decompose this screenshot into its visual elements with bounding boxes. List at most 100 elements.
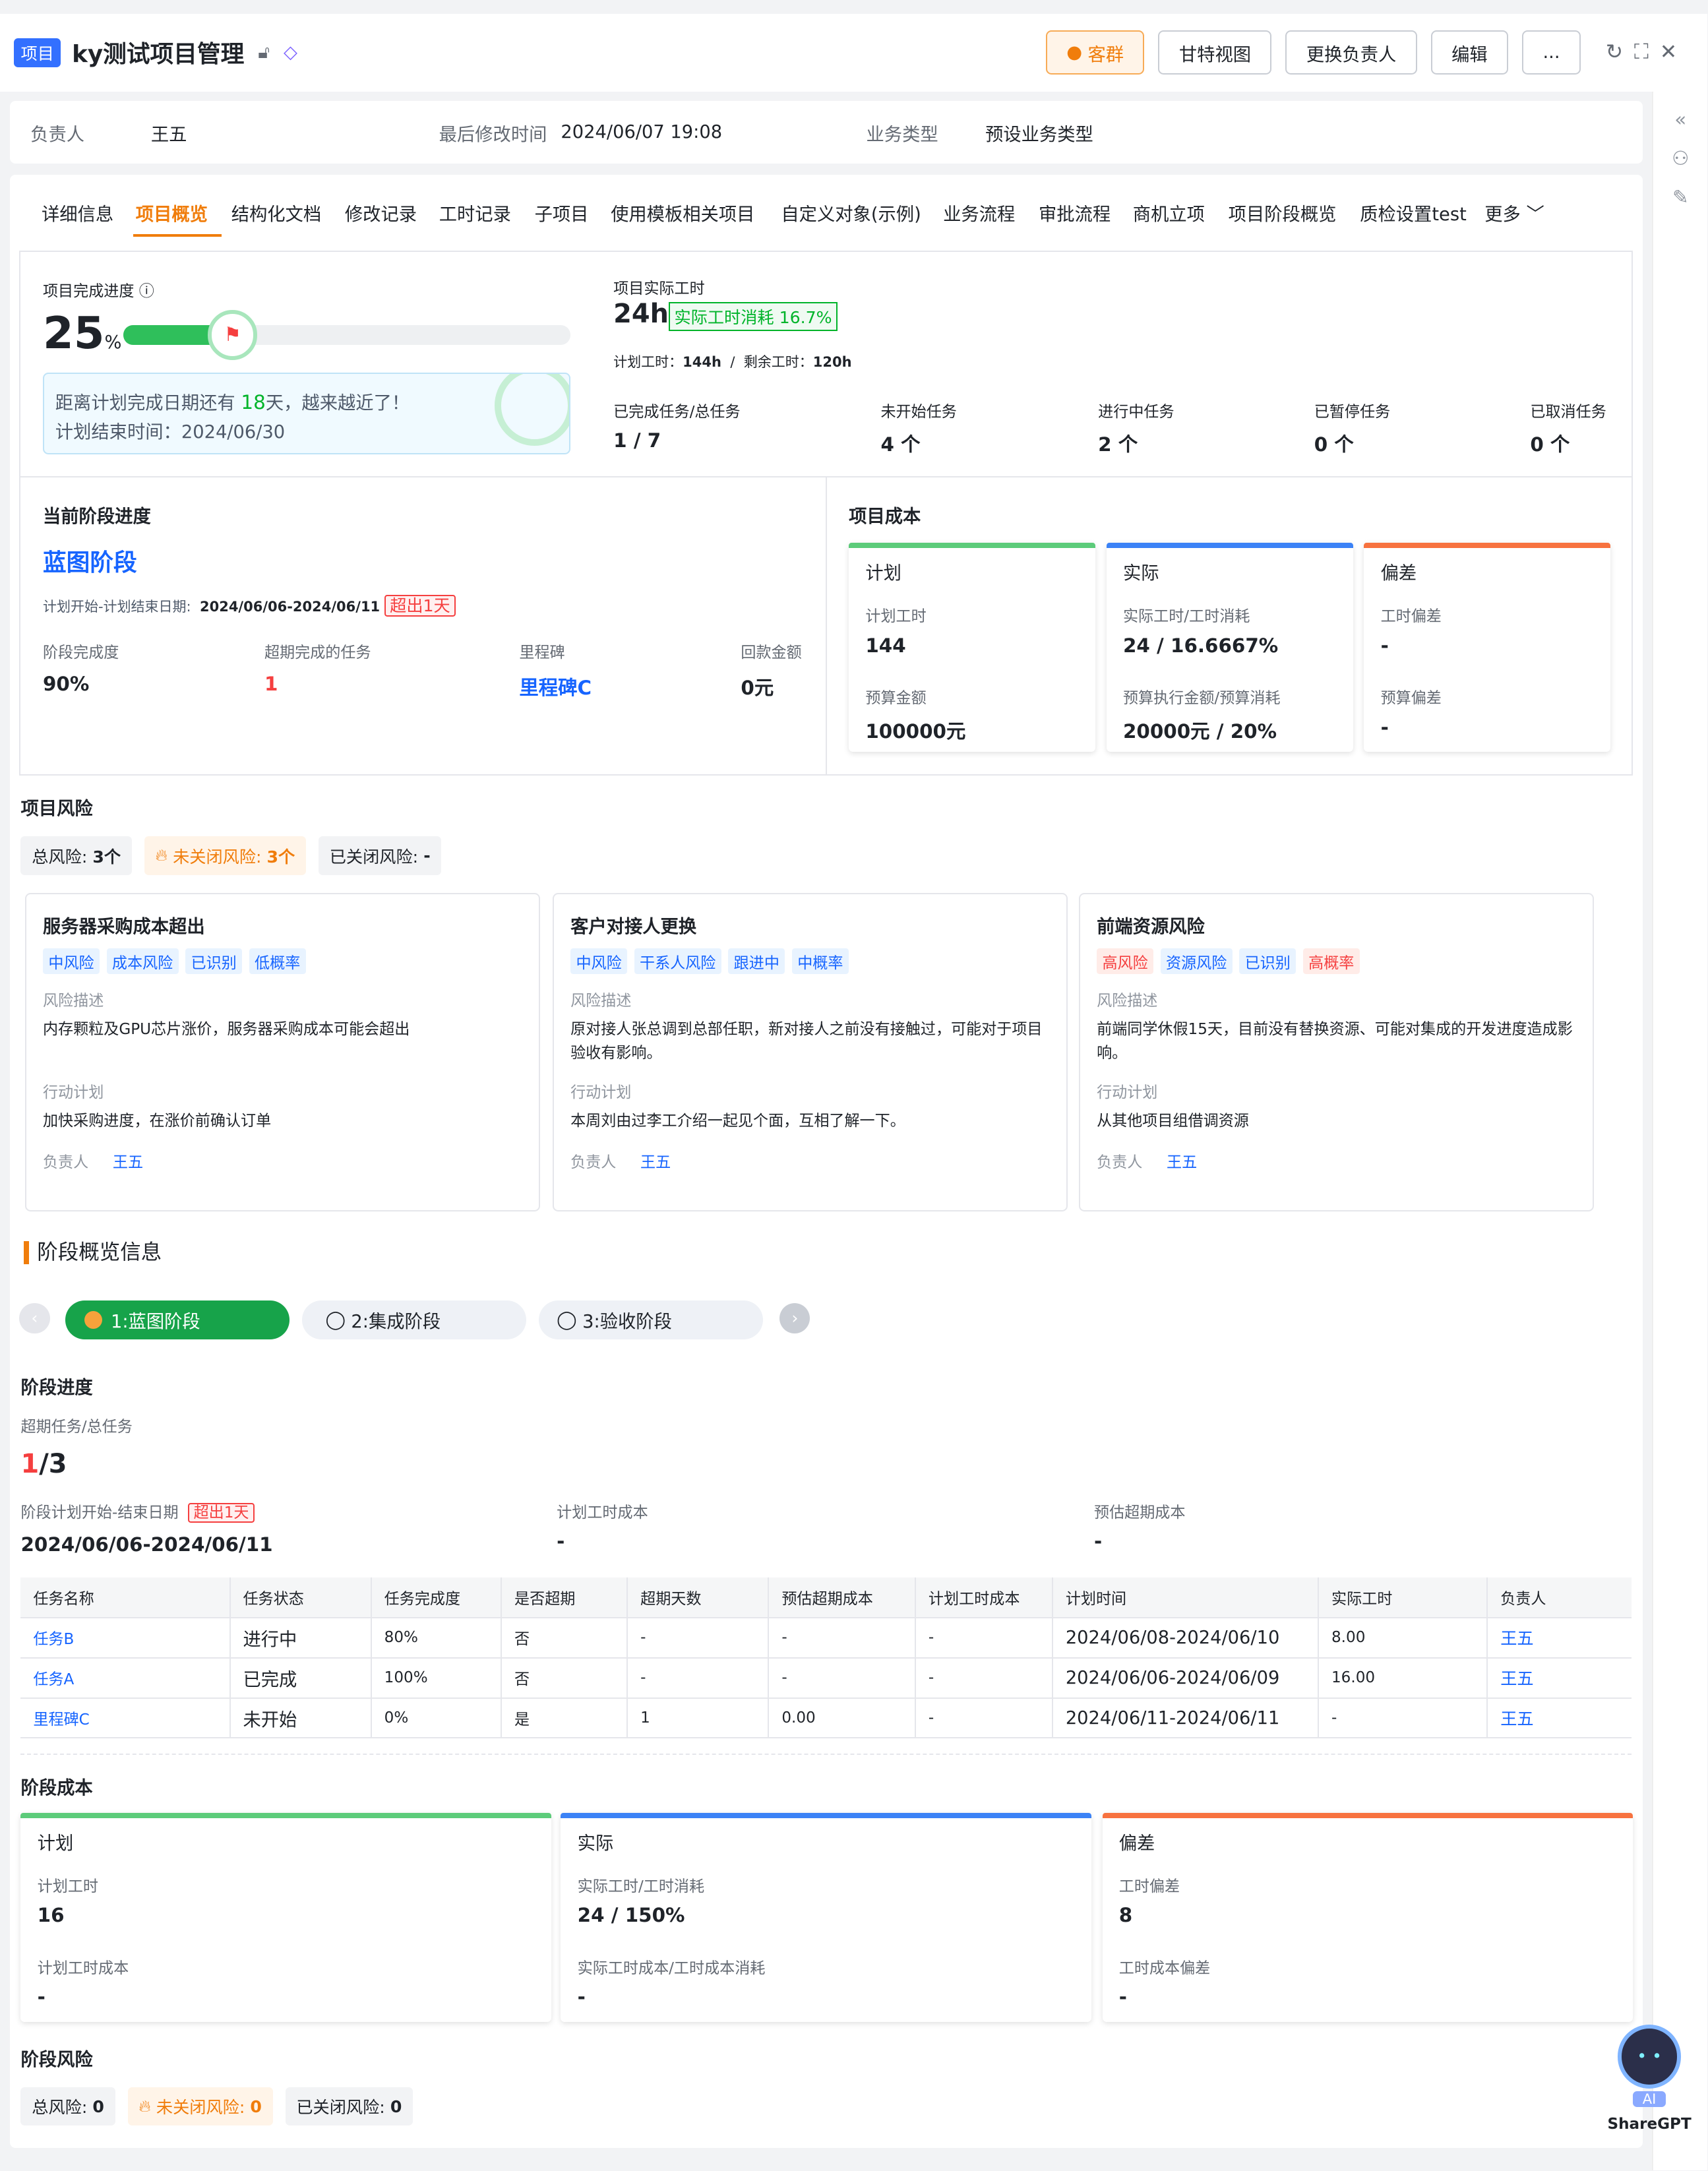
risk-owner-link[interactable]: 王五 bbox=[640, 1153, 671, 1171]
refresh-icon[interactable]: ↻ bbox=[1605, 40, 1624, 65]
col-header[interactable]: 预估超期成本 bbox=[768, 1577, 917, 1618]
task-name-link[interactable]: 任务B bbox=[20, 1617, 231, 1659]
collapse-icon[interactable]: « bbox=[1674, 107, 1687, 131]
tab-change-log[interactable]: 修改记录 bbox=[344, 204, 417, 226]
col-header[interactable]: 是否超期 bbox=[501, 1577, 628, 1618]
stage-risk-closed[interactable]: 已关闭风险: 0 bbox=[285, 2087, 413, 2126]
more-button[interactable]: ... bbox=[1522, 30, 1581, 75]
fullscreen-icon[interactable]: ⛶ bbox=[1633, 40, 1649, 65]
risk-plan-label: 行动计划 bbox=[42, 1084, 104, 1101]
tab-overview[interactable]: 项目概览 bbox=[135, 204, 208, 226]
modified-label: 最后修改时间 bbox=[439, 124, 547, 145]
risk-tags: 中风险 干系人风险 跟进中 中概率 bbox=[570, 948, 1050, 974]
ai-assistant-button[interactable]: • • AI ShareGPT bbox=[1604, 2025, 1695, 2149]
stage-date-over-badge: 超出1天 bbox=[188, 1503, 255, 1523]
card-value-2: 20000元 / 20% bbox=[1122, 719, 1277, 743]
risk-owner: 负责人 王五 bbox=[43, 1149, 143, 1172]
project-cost-box: 项目成本 计划 计划工时 144 预算金额 100000元 实际 实际工时/工时… bbox=[825, 476, 1633, 776]
next-stage-icon[interactable]: › bbox=[779, 1303, 810, 1334]
col-header[interactable]: 任务名称 bbox=[20, 1577, 231, 1618]
progress-label: 项目完成进度 ⓘ bbox=[43, 278, 154, 301]
risk-desc-label: 风险描述 bbox=[1097, 992, 1158, 1010]
gantt-view-button[interactable]: 甘特视图 bbox=[1158, 30, 1272, 75]
stage-cost-title: 阶段成本 bbox=[20, 1777, 93, 1798]
card-title: 偏差 bbox=[1118, 1833, 1155, 1854]
project-cost-deviation-card: 偏差 工时偏差 - 预算偏差 - bbox=[1364, 543, 1611, 752]
risk-open[interactable]: 🔥︎ 未关闭风险: 3个 bbox=[144, 836, 307, 876]
card-label-2: 工时成本偏差 bbox=[1118, 1960, 1211, 1978]
task-plan-time: 2024/06/11-2024/06/11 bbox=[1052, 1697, 1320, 1739]
risk-card[interactable]: 服务器采购成本超出 中风险 成本风险 已识别 低概率 风险描述 内存颗粒及GPU… bbox=[24, 893, 540, 1212]
stage-pill[interactable]: ◯ 2:集成阶段 bbox=[301, 1300, 526, 1339]
col-header[interactable]: 计划时间 bbox=[1052, 1577, 1320, 1618]
stage-cost-deviation-card: 偏差 工时偏差 8 工时成本偏差 - bbox=[1102, 1812, 1633, 2022]
risk-open-value: 3个 bbox=[266, 847, 295, 867]
col-header[interactable]: 计划工时成本 bbox=[915, 1577, 1053, 1618]
tab-custom-object[interactable]: 自定义对象(示例) bbox=[781, 204, 921, 226]
risk-card[interactable]: 前端资源风险 高风险 资源风险 已识别 高概率 风险描述 前端同学休假15天，目… bbox=[1078, 893, 1595, 1212]
tab-approval-flow[interactable]: 审批流程 bbox=[1038, 204, 1111, 226]
risk-owner-link[interactable]: 王五 bbox=[112, 1153, 144, 1171]
table-row[interactable]: 任务A 已完成 100% 否 - - - 2024/06/06-2024/06/… bbox=[20, 1657, 1632, 1699]
stage-name[interactable]: 蓝图阶段 bbox=[42, 549, 137, 577]
prev-stage-icon[interactable]: ‹ bbox=[19, 1303, 50, 1334]
tab-template-projects[interactable]: 使用模板相关项目 bbox=[611, 204, 755, 226]
stage-overdue-value: 1 bbox=[264, 673, 278, 696]
col-header[interactable]: 任务状态 bbox=[229, 1577, 372, 1618]
table-header-row: 任务名称 任务状态 任务完成度 是否超期 超期天数 预估超期成本 计划工时成本 … bbox=[20, 1577, 1632, 1618]
risk-plan: 本周刘由过李工介绍一起见个面，互相了解一下。 bbox=[570, 1113, 905, 1130]
col-header[interactable]: 实际工时 bbox=[1318, 1577, 1488, 1618]
col-header[interactable]: 超期天数 bbox=[627, 1577, 770, 1618]
task-name-link[interactable]: 里程碑C bbox=[20, 1697, 231, 1739]
risk-closed[interactable]: 已关闭风险: - bbox=[318, 836, 442, 876]
task-owner-link[interactable]: 王五 bbox=[1487, 1657, 1632, 1699]
col-header[interactable]: 负责人 bbox=[1487, 1577, 1632, 1618]
stage-pill-active[interactable]: 1:蓝图阶段 bbox=[65, 1300, 290, 1339]
table-row[interactable]: 里程碑C 未开始 0% 是 1 0.00 - 2024/06/11-2024/0… bbox=[20, 1697, 1632, 1739]
table-row[interactable]: 任务B 进行中 80% 否 - - - 2024/06/08-2024/06/1… bbox=[20, 1617, 1632, 1659]
card-value-2: - bbox=[1118, 1986, 1127, 2009]
note-edit-icon[interactable]: ✎ bbox=[1672, 186, 1689, 209]
milestone-link[interactable]: 里程碑C bbox=[519, 677, 592, 700]
tab-qc-settings[interactable]: 质检设置test bbox=[1360, 204, 1467, 226]
tab-details[interactable]: 详细信息 bbox=[41, 204, 114, 226]
stage-risk-open[interactable]: 🔥︎ 未关闭风险: 0 bbox=[127, 2087, 273, 2126]
risk-card[interactable]: 客户对接人更换 中风险 干系人风险 跟进中 中概率 风险描述 原对接人张总调到总… bbox=[552, 893, 1068, 1212]
tab-worklog[interactable]: 工时记录 bbox=[439, 204, 511, 226]
progress-percent-unit: % bbox=[104, 332, 122, 353]
risk-tag: 资源风险 bbox=[1160, 948, 1233, 974]
card-title: 计划 bbox=[865, 563, 901, 584]
risk-total[interactable]: 总风险: 3个 bbox=[20, 836, 132, 876]
risk-tag: 中风险 bbox=[570, 948, 628, 974]
task-owner-link[interactable]: 王五 bbox=[1487, 1617, 1632, 1659]
edit-button[interactable]: 编辑 bbox=[1430, 30, 1509, 75]
close-icon[interactable]: ✕ bbox=[1659, 40, 1678, 65]
stage-risk-total[interactable]: 总风险: 0 bbox=[20, 2087, 115, 2126]
card-label-1: 工时偏差 bbox=[1118, 1878, 1180, 1896]
end-date-line: 计划结束时间：2024/06/30 bbox=[55, 418, 559, 447]
tab-structured-doc[interactable]: 结构化文档 bbox=[231, 204, 322, 226]
fire-icon: 🔥︎ bbox=[138, 2096, 151, 2116]
tab-stage-overview[interactable]: 项目阶段概览 bbox=[1228, 204, 1337, 226]
risk-owner-link[interactable]: 王五 bbox=[1167, 1153, 1198, 1171]
stage-dates-label: 计划开始-计划结束日期: bbox=[42, 598, 191, 615]
project-cost-plan-card: 计划 计划工时 144 预算金额 100000元 bbox=[849, 543, 1095, 752]
tab-opportunity[interactable]: 商机立项 bbox=[1132, 204, 1205, 226]
lock-icon[interactable]: 🔓︎ bbox=[258, 42, 270, 63]
tab-business-flow[interactable]: 业务流程 bbox=[943, 204, 1016, 226]
members-icon[interactable]: ⚇ bbox=[1672, 146, 1690, 169]
col-header[interactable]: 任务完成度 bbox=[371, 1577, 503, 1618]
task-owner-link[interactable]: 王五 bbox=[1487, 1697, 1632, 1739]
payback-label: 回款金额 bbox=[741, 644, 802, 662]
help-icon[interactable]: ⓘ bbox=[138, 282, 154, 300]
plan-hours-label: 计划工时： bbox=[613, 354, 683, 371]
task-name-link[interactable]: 任务A bbox=[20, 1657, 231, 1699]
customer-group-button[interactable]: ● 客群 bbox=[1045, 30, 1145, 75]
stage-pill[interactable]: ◯ 3:验收阶段 bbox=[538, 1300, 764, 1339]
change-owner-button[interactable]: 更换负责人 bbox=[1285, 30, 1417, 75]
stage-overdue-label: 超期完成的任务 bbox=[264, 644, 371, 662]
tag-icon[interactable]: ◇ bbox=[284, 42, 297, 63]
tab-more[interactable]: 更多 ﹀ bbox=[1484, 199, 1544, 226]
tab-subprojects[interactable]: 子项目 bbox=[534, 204, 589, 226]
card-top-bar bbox=[20, 1812, 551, 1819]
